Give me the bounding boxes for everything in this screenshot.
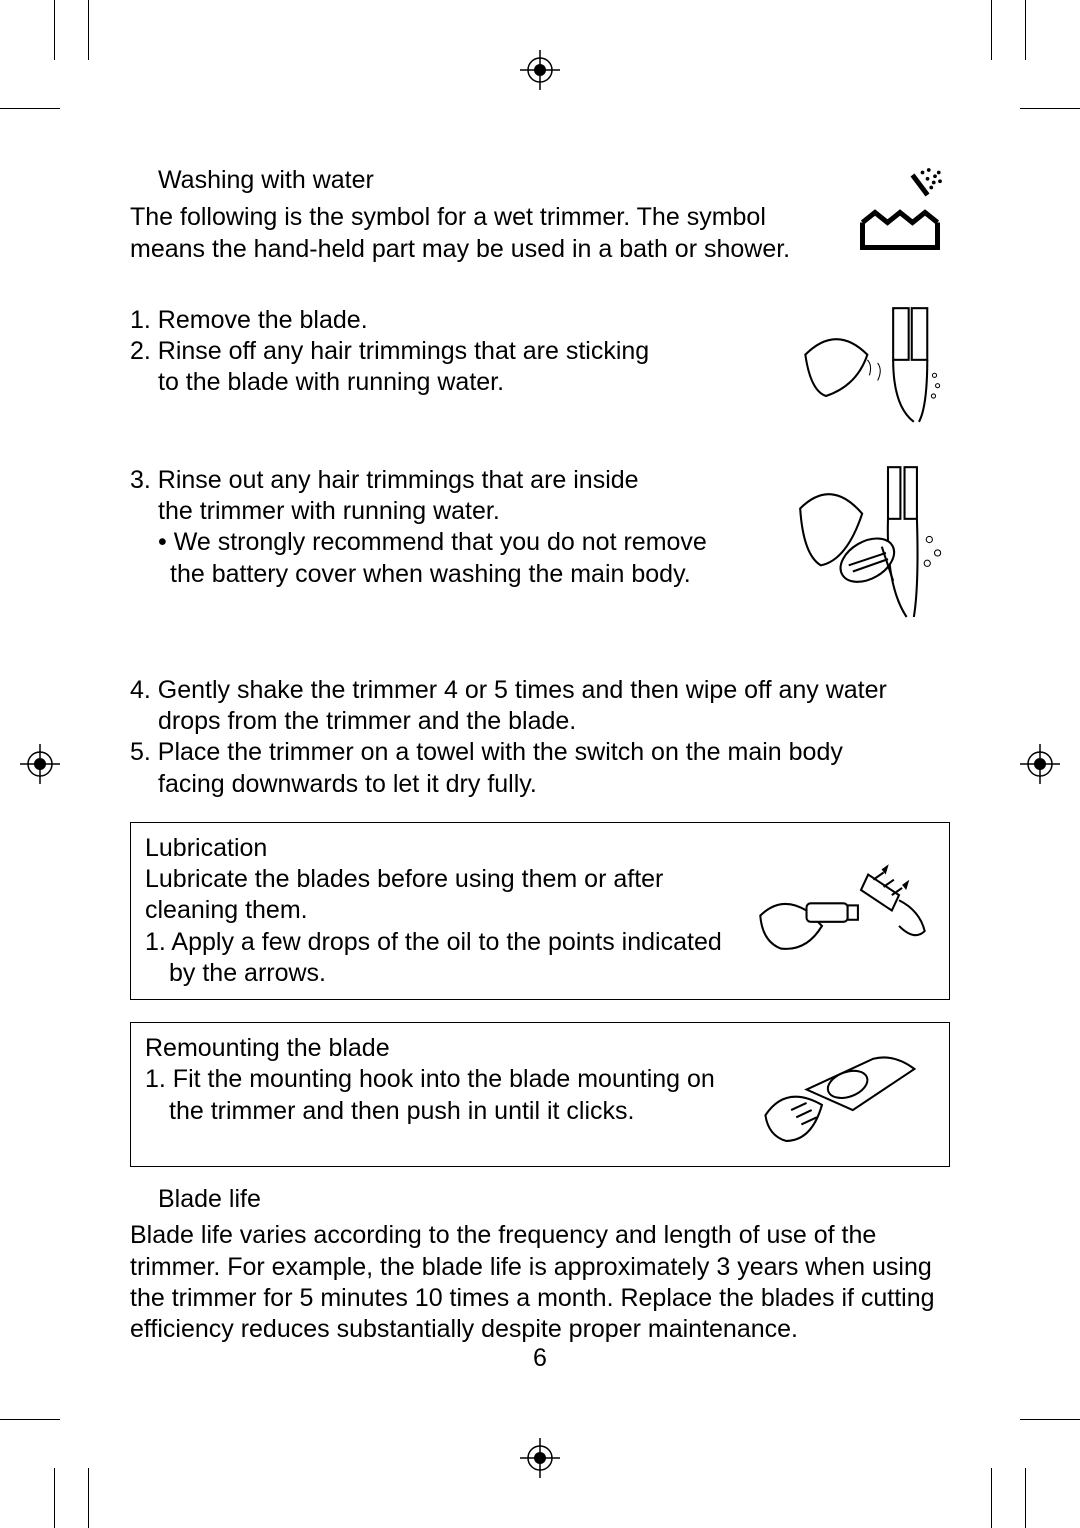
registration-mark-icon bbox=[520, 50, 560, 90]
washing-step1: 1. Remove the blade. bbox=[130, 305, 775, 336]
wet-trimmer-symbol-icon bbox=[850, 165, 950, 255]
crop-mark bbox=[0, 108, 60, 109]
section-title-washing: Washing with water bbox=[158, 165, 830, 196]
washing-step3-bullet-b: the battery cover when washing the main … bbox=[130, 559, 775, 590]
crop-mark bbox=[1020, 108, 1080, 109]
washing-intro: The following is the symbol for a wet tr… bbox=[130, 202, 830, 265]
bladelife-title: Blade life bbox=[158, 1185, 950, 1214]
remount-illustration-icon bbox=[750, 1033, 935, 1156]
crop-mark bbox=[1025, 1468, 1026, 1528]
crop-mark bbox=[1025, 0, 1026, 60]
washing-step3-bullet: • We strongly recommend that you do not … bbox=[130, 527, 775, 558]
washing-step4b: drops from the trimmer and the blade. bbox=[130, 706, 950, 737]
crop-mark bbox=[0, 1419, 60, 1420]
remount-title: Remounting the blade bbox=[145, 1033, 740, 1064]
crop-mark bbox=[991, 0, 992, 60]
crop-mark bbox=[54, 0, 55, 60]
rinse-trimmer-illustration-icon bbox=[795, 465, 950, 625]
registration-mark-icon bbox=[520, 1438, 560, 1478]
washing-step5b: facing downwards to let it dry fully. bbox=[130, 769, 950, 800]
remount-step1b: the trimmer and then push in until it cl… bbox=[145, 1096, 740, 1127]
remount-step1: 1. Fit the mounting hook into the blade … bbox=[145, 1064, 740, 1095]
washing-step3b: the trimmer with running water. bbox=[130, 496, 775, 527]
registration-mark-icon bbox=[20, 744, 60, 784]
crop-mark bbox=[991, 1468, 992, 1528]
lubrication-step1: 1. Apply a few drops of the oil to the p… bbox=[145, 927, 740, 958]
remounting-box: Remounting the blade 1. Fit the mounting… bbox=[130, 1022, 950, 1167]
crop-mark bbox=[88, 0, 89, 60]
washing-step3: 3. Rinse out any hair trimmings that are… bbox=[130, 465, 775, 496]
registration-mark-icon bbox=[1020, 744, 1060, 784]
crop-mark bbox=[1020, 1419, 1080, 1420]
page-number: 6 bbox=[0, 1344, 1080, 1373]
lubrication-step1b: by the arrows. bbox=[145, 958, 740, 989]
washing-step5: 5. Place the trimmer on a towel with the… bbox=[130, 737, 950, 768]
lubrication-illustration-icon bbox=[750, 833, 935, 989]
washing-step2b: to the blade with running water. bbox=[130, 367, 775, 398]
rinse-blade-illustration-icon bbox=[795, 305, 950, 425]
page-content: Washing with water The following is the … bbox=[130, 165, 950, 1345]
bladelife-text: Blade life varies according to the frequ… bbox=[130, 1220, 950, 1345]
crop-mark bbox=[88, 1468, 89, 1528]
washing-step4: 4. Gently shake the trimmer 4 or 5 times… bbox=[130, 675, 950, 706]
lubrication-box: Lubrication Lubricate the blades before … bbox=[130, 822, 950, 1000]
crop-mark bbox=[54, 1468, 55, 1528]
washing-step2: 2. Rinse off any hair trimmings that are… bbox=[130, 336, 775, 367]
lubrication-title: Lubrication bbox=[145, 833, 740, 864]
lubrication-text: Lubricate the blades before using them o… bbox=[145, 864, 740, 927]
